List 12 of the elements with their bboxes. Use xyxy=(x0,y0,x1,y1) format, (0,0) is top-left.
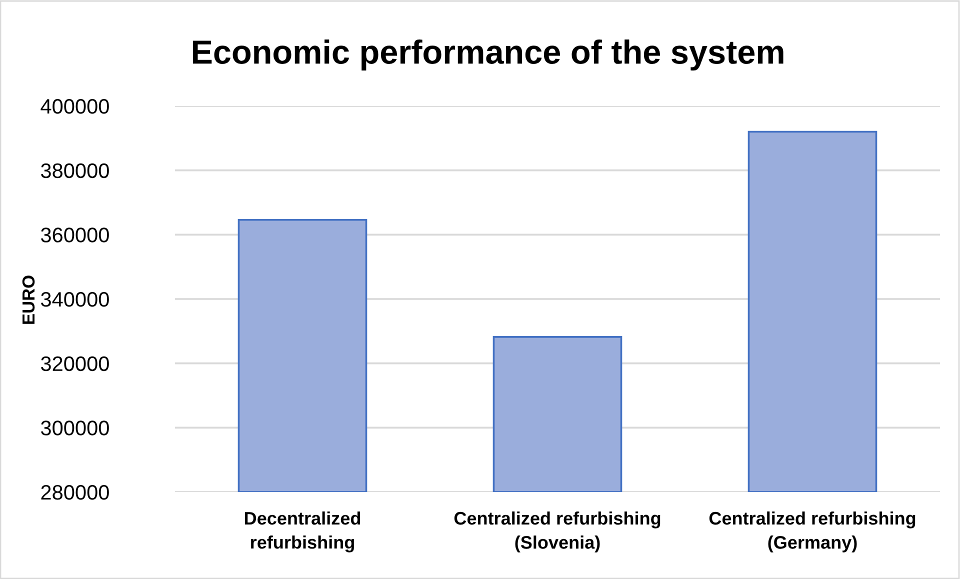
y-tick-label: 380000 xyxy=(41,163,109,178)
y-axis-title: EURO xyxy=(22,276,35,324)
x-tick-label: Centralized refurbishing (Slovenia) xyxy=(454,511,660,552)
x-tick-label: Centralized refurbishing (Germany) xyxy=(709,511,916,552)
y-tick-label: 280000 xyxy=(41,485,109,500)
x-tick-label: Decentralized refurbishing xyxy=(245,511,360,552)
y-tick-label: 320000 xyxy=(41,356,109,372)
chart-title: Economic performance of the system xyxy=(192,39,784,71)
y-tick-label: 300000 xyxy=(41,420,109,436)
y-tick-label: 400000 xyxy=(40,99,109,114)
y-tick-label: 340000 xyxy=(41,292,109,307)
y-tick-label: 360000 xyxy=(41,228,109,242)
